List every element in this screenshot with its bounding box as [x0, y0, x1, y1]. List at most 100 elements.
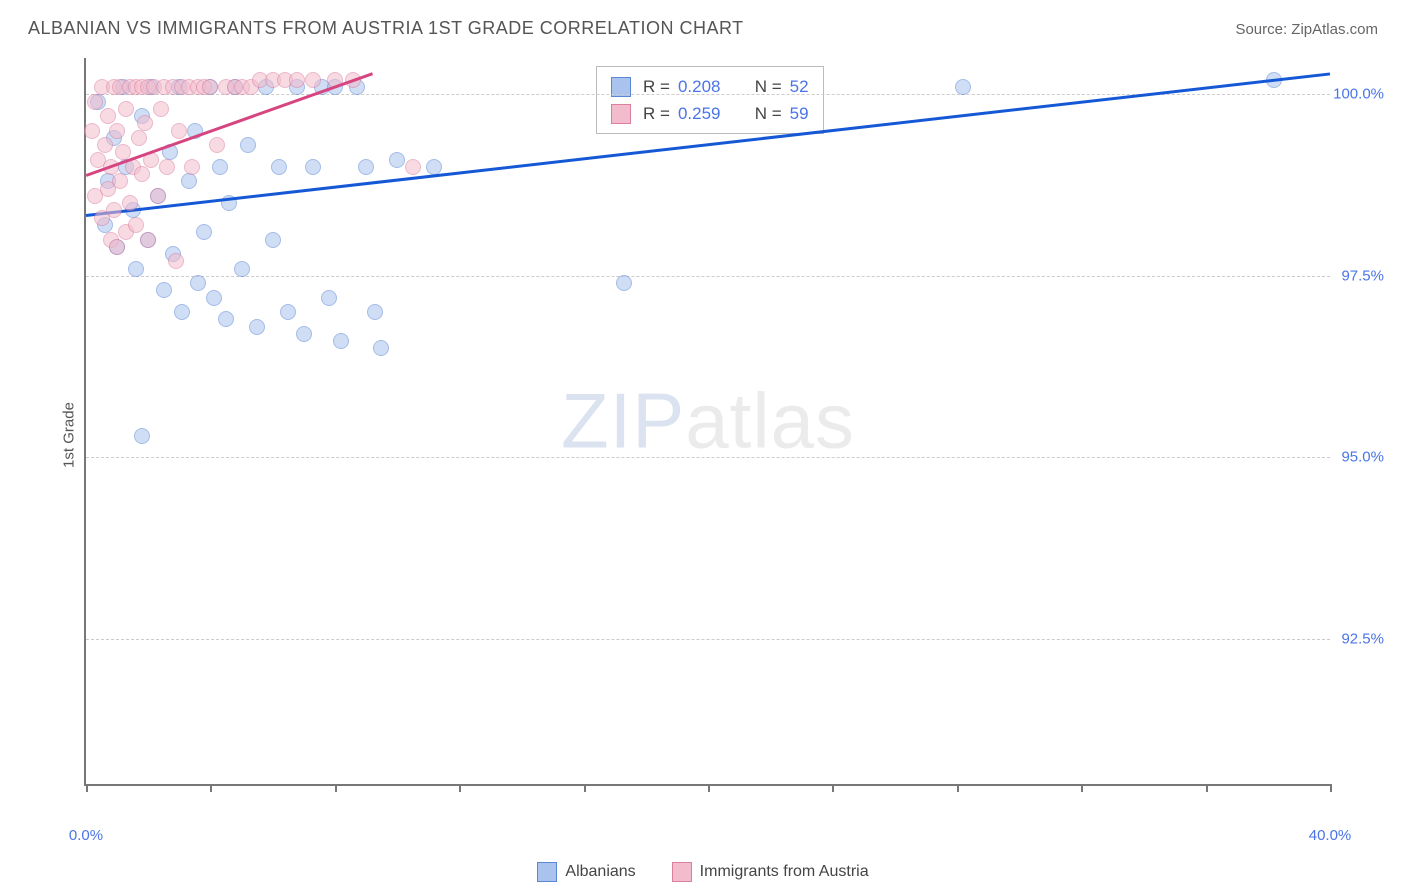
data-point	[271, 159, 287, 175]
data-point	[206, 290, 222, 306]
data-point	[305, 72, 321, 88]
data-point	[184, 159, 200, 175]
x-tick	[957, 784, 959, 792]
stat-r-label: R =	[643, 100, 670, 127]
source-attribution: Source: ZipAtlas.com	[1235, 21, 1378, 38]
chart-title: ALBANIAN VS IMMIGRANTS FROM AUSTRIA 1ST …	[28, 18, 744, 39]
data-point	[137, 115, 153, 131]
data-point	[112, 173, 128, 189]
legend-item: Albanians	[537, 862, 635, 882]
plot-region: ZIPatlas R = 0.208 N = 52R = 0.259 N = 5…	[84, 58, 1330, 786]
gridline-h	[86, 276, 1330, 277]
x-tick	[210, 784, 212, 792]
x-tick	[708, 784, 710, 792]
stats-row: R = 0.208 N = 52	[611, 73, 809, 100]
data-point	[128, 217, 144, 233]
stat-n-value: 52	[790, 73, 809, 100]
data-point	[100, 108, 116, 124]
data-point	[109, 239, 125, 255]
data-point	[174, 304, 190, 320]
data-point	[196, 224, 212, 240]
data-point	[234, 261, 250, 277]
data-point	[131, 130, 147, 146]
x-tick	[584, 784, 586, 792]
data-point	[240, 137, 256, 153]
legend-label: Immigrants from Austria	[700, 863, 869, 881]
x-tick-label: 0.0%	[69, 827, 103, 844]
data-point	[87, 94, 103, 110]
stat-n-label: N =	[755, 100, 782, 127]
data-point	[296, 326, 312, 342]
data-point	[202, 79, 218, 95]
data-point	[181, 173, 197, 189]
x-tick	[1081, 784, 1083, 792]
legend-item: Immigrants from Austria	[672, 862, 869, 882]
data-point	[153, 101, 169, 117]
data-point	[171, 123, 187, 139]
data-point	[305, 159, 321, 175]
data-point	[373, 340, 389, 356]
data-point	[212, 159, 228, 175]
y-tick-label: 92.5%	[1341, 630, 1384, 647]
data-point	[156, 282, 172, 298]
x-tick	[832, 784, 834, 792]
legend-swatch	[537, 862, 557, 882]
x-tick	[86, 784, 88, 792]
data-point	[109, 123, 125, 139]
x-tick-label: 40.0%	[1309, 827, 1352, 844]
x-tick	[1330, 784, 1332, 792]
data-point	[134, 428, 150, 444]
gridline-h	[86, 457, 1330, 458]
stat-n-label: N =	[755, 73, 782, 100]
data-point	[955, 79, 971, 95]
data-point	[209, 137, 225, 153]
data-point	[321, 290, 337, 306]
data-point	[106, 202, 122, 218]
data-point	[265, 232, 281, 248]
data-point	[150, 188, 166, 204]
data-point	[289, 72, 305, 88]
watermark: ZIPatlas	[561, 376, 855, 467]
stat-r-value: 0.208	[678, 73, 721, 100]
data-point	[140, 232, 156, 248]
data-point	[426, 159, 442, 175]
data-point	[122, 195, 138, 211]
series-swatch	[611, 104, 631, 124]
data-point	[389, 152, 405, 168]
stat-r-value: 0.259	[678, 100, 721, 127]
data-point	[405, 159, 421, 175]
legend: Albanians Immigrants from Austria	[0, 862, 1406, 882]
legend-swatch	[672, 862, 692, 882]
x-tick	[459, 784, 461, 792]
stat-r-label: R =	[643, 73, 670, 100]
y-axis-label: 1st Grade	[60, 402, 77, 468]
data-point	[367, 304, 383, 320]
watermark-part2: atlas	[685, 377, 855, 465]
data-point	[280, 304, 296, 320]
x-tick	[335, 784, 337, 792]
y-tick-label: 100.0%	[1333, 86, 1384, 103]
data-point	[134, 166, 150, 182]
data-point	[159, 159, 175, 175]
data-point	[84, 123, 100, 139]
data-point	[190, 275, 206, 291]
stats-row: R = 0.259 N = 59	[611, 100, 809, 127]
data-point	[249, 319, 265, 335]
data-point	[218, 311, 234, 327]
data-point	[333, 333, 349, 349]
y-tick-label: 95.0%	[1341, 449, 1384, 466]
watermark-part1: ZIP	[561, 377, 685, 465]
data-point	[128, 261, 144, 277]
data-point	[168, 253, 184, 269]
x-tick	[1206, 784, 1208, 792]
data-point	[616, 275, 632, 291]
data-point	[358, 159, 374, 175]
stat-n-value: 59	[790, 100, 809, 127]
chart-area: 1st Grade ZIPatlas R = 0.208 N = 52R = 0…	[28, 48, 1386, 822]
data-point	[118, 101, 134, 117]
y-tick-label: 97.5%	[1341, 267, 1384, 284]
gridline-h	[86, 639, 1330, 640]
data-point	[97, 137, 113, 153]
stats-legend-box: R = 0.208 N = 52R = 0.259 N = 59	[596, 66, 824, 134]
legend-label: Albanians	[565, 863, 635, 881]
